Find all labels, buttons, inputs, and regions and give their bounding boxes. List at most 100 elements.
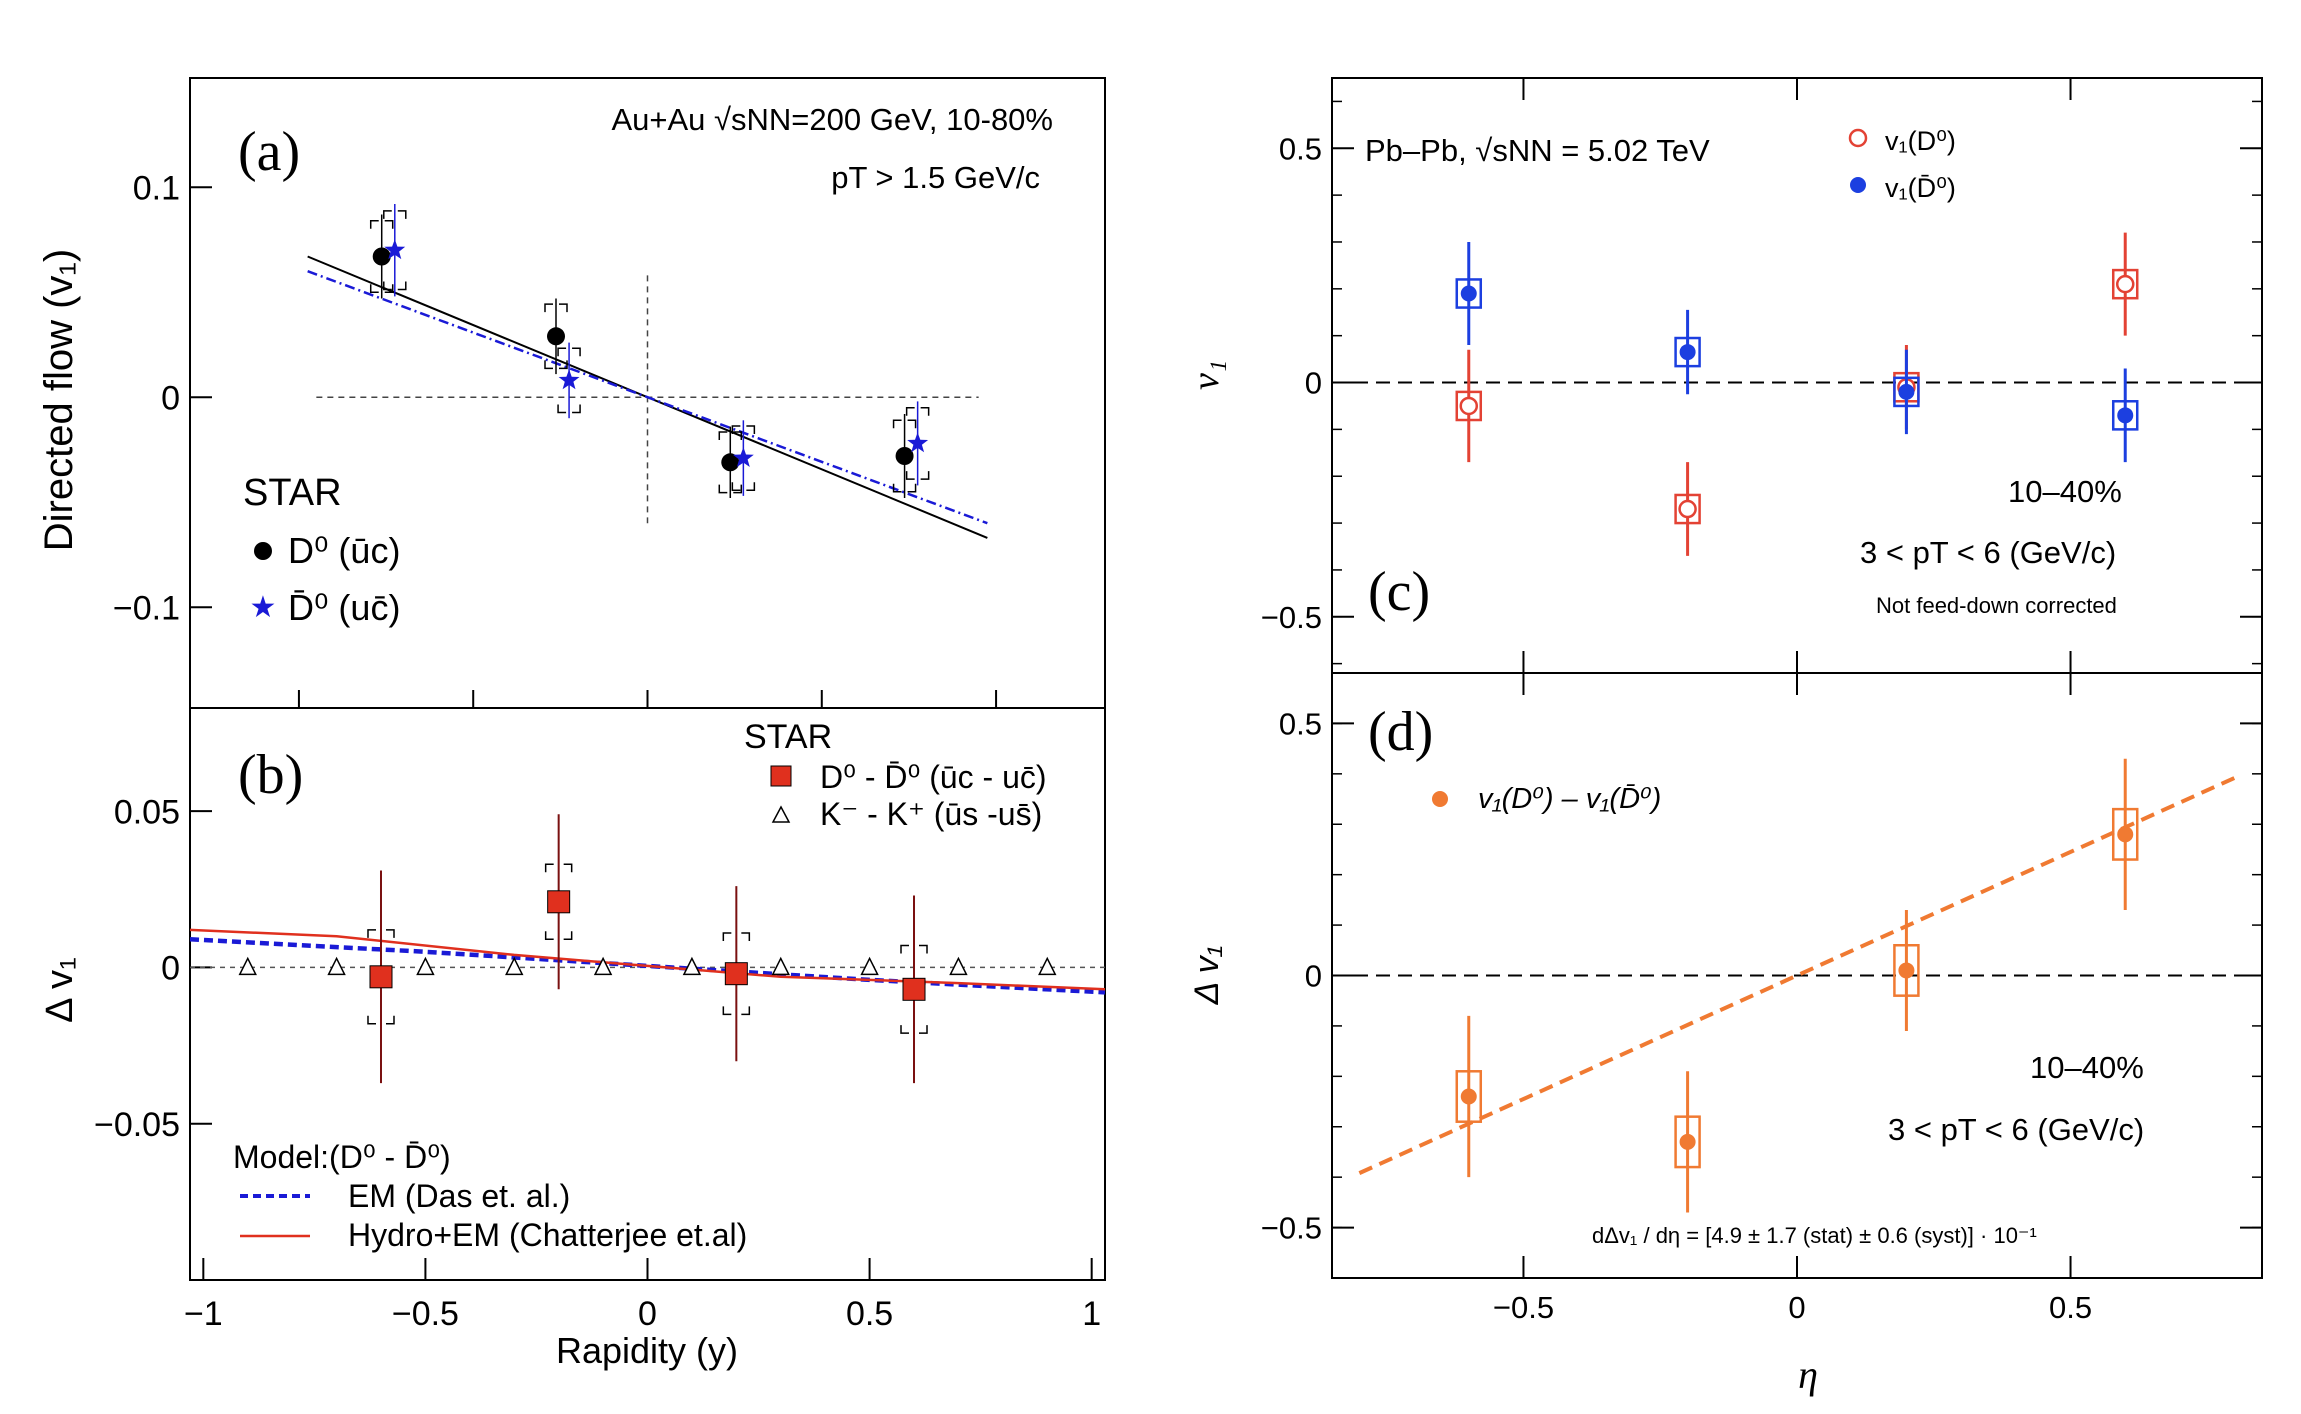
panel-d-ticks: 0.5 0 −0.5 −0.5 0 0.5	[1261, 672, 2262, 1325]
syst-bracket	[892, 419, 917, 493]
panel-c-annotation-centrality: 10–40%	[2008, 474, 2122, 509]
data-point-d0-diff	[724, 962, 748, 986]
panel-c-label: (c)	[1368, 561, 1430, 623]
syst-box	[1674, 1115, 1701, 1169]
syst-bracket	[557, 347, 581, 414]
data-point-v1-d0bar	[1460, 285, 1477, 302]
panel-b-model-entry-hydro: Hydro+EM (Chatterjee et.al)	[348, 1217, 747, 1253]
x-tick-label-1: −0.5	[392, 1295, 459, 1333]
panel-a-ylabel: Directed flow (v₁)	[37, 249, 81, 551]
data-point-kaon	[593, 956, 613, 976]
x-tick-label-3: 0.5	[846, 1295, 893, 1333]
data-point-d0	[721, 453, 740, 472]
data-point-kaon	[949, 956, 968, 976]
data-point-kaon	[682, 956, 702, 976]
y-tick-label-0: 0.5	[1279, 131, 1322, 166]
syst-bracket	[544, 303, 568, 370]
data-point-d0-diff	[369, 965, 393, 989]
syst-bracket	[718, 431, 743, 494]
panel-b-legend-title: STAR	[744, 718, 832, 756]
panel-b: 0.05 0 −0.05 −1 −0.5 0 0.5 1 (b) STAR D⁰ - D̄⁰ …	[39, 707, 1106, 1371]
data-point-delta-v1	[1679, 1133, 1696, 1150]
data-point-v1-d0bar	[1679, 344, 1696, 361]
panel-a-annotation-line2: pT > 1.5 GeV/c	[831, 160, 1040, 195]
syst-bracket	[722, 932, 751, 1016]
syst-box	[1893, 376, 1920, 408]
data-point-d0bar	[558, 369, 580, 390]
panel-b-data-points	[238, 814, 1057, 1084]
data-point-kaon	[771, 956, 790, 976]
y-tick-label-1: 0	[161, 379, 180, 417]
data-point-kaon	[416, 956, 435, 976]
panel-b-legend-marker-d0	[770, 765, 792, 787]
y-tick-label-0: 0.05	[114, 793, 180, 831]
panel-d-ylabel: Δ v₁	[1188, 946, 1226, 1006]
panel-a: 0.10−0.1 (a) Au+Au √sNN=200 GeV, 10-80% …	[37, 77, 1106, 709]
panel-b-legend-entry-d0: D⁰ - D̄⁰ (ūc - uc̄)	[820, 759, 1047, 795]
data-point-v1-d0	[2115, 274, 2135, 294]
data-point-kaon	[1038, 956, 1057, 976]
y-tick-label-1: 0	[1305, 366, 1322, 401]
panel-b-ticks: 0.05 0 −0.05 −1 −0.5 0 0.5 1	[94, 793, 1101, 1333]
syst-bracket	[544, 863, 573, 941]
data-point-v1-d0	[1459, 396, 1479, 416]
data-point-kaon	[860, 956, 879, 976]
x-tick-label-2: 0	[638, 1295, 657, 1333]
syst-box	[1455, 278, 1483, 309]
y-tick-label-2: −0.5	[1261, 1211, 1322, 1246]
data-point-delta-v1	[1898, 962, 1915, 979]
panel-d-fit-lines	[1358, 776, 2236, 1175]
syst-box	[2111, 400, 2139, 431]
panel-c-legend-entry-d0: v₁(D⁰)	[1885, 126, 1956, 156]
panel-d: 0.5 0 −0.5 −0.5 0 0.5 (d) v₁(D⁰) – v₁(D̄⁰) 10…	[1188, 672, 2263, 1397]
data-point-d0bar	[907, 432, 929, 453]
panel-c-ticks: 0.5 0 −0.5	[1261, 78, 2262, 673]
syst-bracket	[900, 944, 928, 1034]
syst-bracket	[367, 929, 395, 1025]
syst-bracket	[905, 406, 930, 480]
y-tick-label-2: −0.5	[1261, 600, 1322, 635]
fit-line-1	[307, 270, 988, 525]
panel-d-annotation-pt: 3 < pT < 6 (GeV/c)	[1888, 1112, 2144, 1147]
data-point-d0-diff	[902, 977, 926, 1001]
y-tick-label-2: −0.1	[113, 589, 180, 627]
panel-b-model-entry-em: EM (Das et. al.)	[348, 1178, 570, 1214]
data-point-d0	[547, 327, 565, 346]
syst-box	[1893, 944, 1920, 997]
data-point-delta-v1	[2117, 826, 2134, 843]
panel-b-ylabel: Δ v₁	[39, 957, 81, 1023]
panel-d-legend-marker	[1432, 791, 1448, 807]
y-tick-label-1: 0	[161, 950, 180, 988]
panel-b-model-title: Model:(D⁰ - D̄⁰)	[233, 1139, 451, 1175]
syst-box	[1674, 336, 1701, 368]
panel-d-xlabel: η	[1798, 1352, 1818, 1397]
panel-b-legend-marker-kaon	[771, 805, 791, 823]
fit-line-0	[1358, 776, 2236, 1175]
panel-b-legend-entry-kaon: K⁻ - K⁺ (ūs -us̄)	[820, 796, 1042, 832]
panel-d-annotation-slope: dΔv₁ / dη = [4.9 ± 1.7 (stat) ± 0.6 (sys…	[1592, 1223, 2037, 1248]
panel-c-annotation-note: Not feed-down corrected	[1876, 593, 2117, 618]
x-tick-label-4: 1	[1082, 1295, 1101, 1333]
syst-box	[1455, 1070, 1483, 1123]
syst-bracket	[731, 425, 756, 491]
data-point-d0-diff	[547, 890, 571, 914]
syst-box	[2111, 807, 2139, 861]
data-point-delta-v1	[1460, 1088, 1477, 1105]
panel-c-legend-marker-d0	[1848, 128, 1868, 148]
panel-a-fit-lines	[307, 255, 988, 539]
panel-a-legend-entry-d0bar: D̄⁰ (uc̄)	[288, 587, 400, 628]
data-point-d0	[372, 247, 391, 266]
panel-a-ticks: 0.1 0 −0.1	[113, 169, 998, 708]
data-point-kaon	[327, 956, 346, 976]
syst-bracket	[369, 220, 394, 293]
panel-a-legend-marker-d0	[254, 542, 272, 560]
y-tick-label-2: −0.05	[94, 1106, 180, 1144]
data-point-d0	[895, 447, 914, 465]
syst-bracket	[383, 210, 407, 291]
panel-c-annotation-pt: 3 < pT < 6 (GeV/c)	[1860, 535, 2116, 570]
x-tick-label-0: −1	[184, 1295, 223, 1333]
y-tick-label-0: 0.1	[133, 169, 180, 207]
panel-b-label: (b)	[238, 744, 303, 806]
panel-c: 0.5 0 −0.5 (c) Pb–Pb, √sNN = 5.02 TeV v₁(D…	[1185, 77, 2263, 674]
panel-c-legend-marker-d0bar	[1850, 177, 1866, 193]
